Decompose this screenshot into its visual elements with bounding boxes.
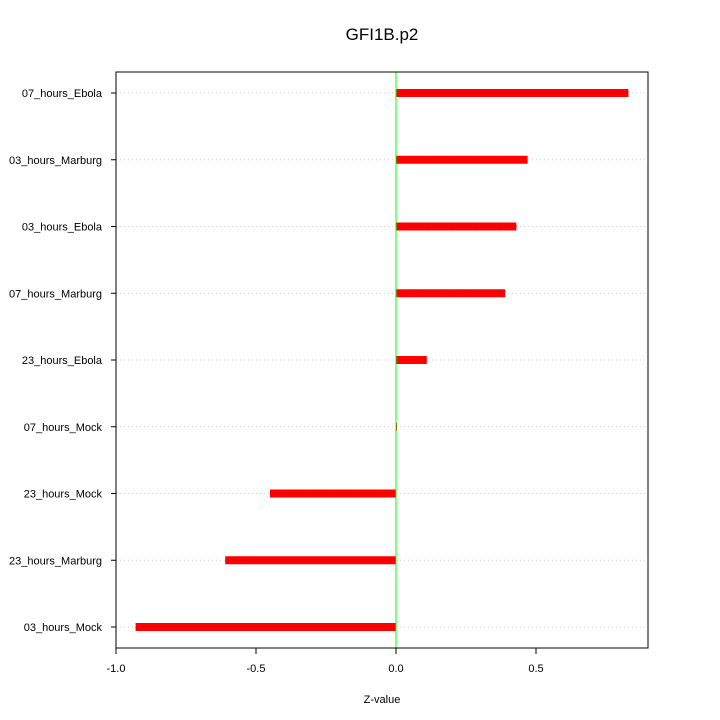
y-tick-label: 03_hours_Mock [24,622,103,634]
y-tick-label: 23_hours_Marburg [9,555,102,567]
x-tick-label: 0.5 [528,663,543,675]
y-axis: 07_hours_Ebola 03_hours_Marburg 03_hours_E… [9,88,116,634]
y-tick-label: 07_hours_Ebola [22,88,103,100]
bar-23_hours_Marburg [225,556,396,565]
chart-title: GFI1B.p2 [346,25,419,44]
y-tick-label: 03_hours_Marburg [9,155,102,167]
x-axis: -1.0 -0.5 0.0 0.5 [107,648,544,675]
y-tick-label: 07_hours_Mock [24,422,103,434]
bar-03_hours_Mock [135,623,396,631]
y-tick-label: 07_hours_Marburg [9,288,102,300]
x-tick-label: -1.0 [107,663,126,675]
x-tick-label: 0.0 [388,663,403,675]
bars [135,89,629,631]
bar-03_hours_Marburg [396,155,528,164]
y-tick-label: 23_hours_Ebola [22,355,103,367]
x-axis-label: Z-value [364,694,401,706]
gridlines [116,92,648,628]
bar-07_hours_Ebola [396,89,629,97]
y-tick-label: 23_hours_Mock [24,489,103,501]
x-tick-label: -0.5 [247,663,266,675]
y-tick-label: 03_hours_Ebola [22,222,103,234]
